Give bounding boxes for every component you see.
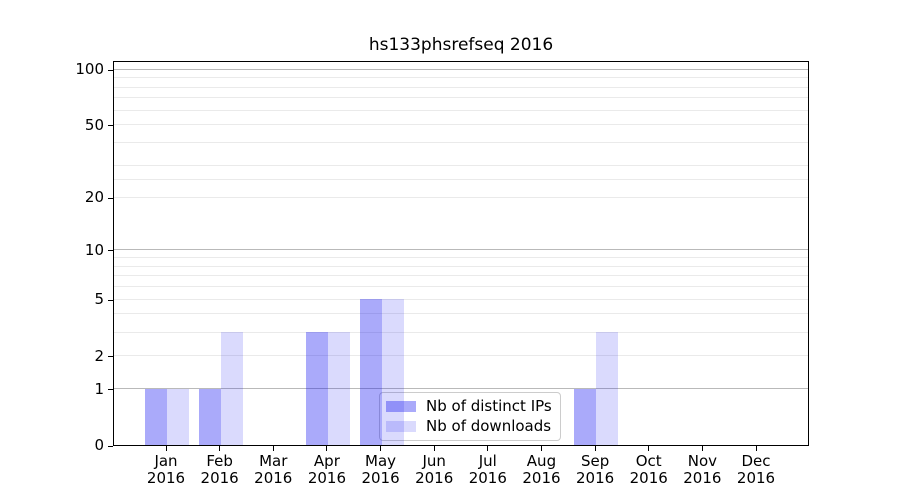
x-axis-tick-feb — [219, 446, 221, 451]
x-axis-tick-label-oct: Oct 2016 — [629, 452, 668, 487]
x-axis-tick-jul — [487, 446, 489, 451]
y-axis-tick-2 — [108, 356, 113, 358]
bar-distinct-ips-feb — [198, 388, 221, 445]
y-axis-tick-label-1: 1 — [94, 379, 104, 398]
y-axis-tick-20 — [108, 197, 113, 199]
legend-item-downloads: Nb of downloads — [386, 418, 552, 435]
legend-swatch-downloads — [386, 421, 416, 432]
y-axis-tick-label-100: 100 — [75, 60, 104, 79]
y-axis-tick-label-50: 50 — [84, 115, 104, 134]
y-axis-tick-label-5: 5 — [94, 290, 104, 309]
legend: Nb of distinct IPs Nb of downloads — [379, 392, 561, 441]
y-axis-tick-5 — [108, 299, 113, 301]
x-axis-tick-oct — [648, 446, 650, 451]
x-axis-tick-label-dec: Dec 2016 — [736, 452, 776, 487]
y-axis-tick-label-2: 2 — [94, 346, 104, 365]
legend-item-distinct-ips: Nb of distinct IPs — [386, 398, 552, 415]
y-axis-tick-50 — [108, 125, 113, 127]
major-gridline-y1 — [114, 388, 808, 390]
y-axis-tick-label-20: 20 — [84, 188, 104, 207]
legend-label-downloads: Nb of downloads — [426, 417, 552, 435]
bar-downloads-feb — [220, 332, 243, 445]
bar-downloads-jan — [167, 388, 189, 445]
minor-gridline-y25 — [114, 179, 808, 181]
x-axis-tick-label-jul: Jul 2016 — [468, 452, 507, 487]
minor-gridline-y5 — [114, 298, 808, 300]
bar-downloads-may — [381, 299, 404, 445]
y-axis-tick-0 — [108, 445, 113, 447]
minor-gridline-y90 — [114, 77, 808, 79]
x-axis-tick-dec — [755, 446, 757, 451]
x-axis-tick-label-nov: Nov 2016 — [683, 452, 722, 487]
bar-distinct-ips-apr — [305, 332, 328, 445]
bar-downloads-apr — [327, 332, 350, 445]
major-gridline-y100 — [114, 68, 808, 70]
bar-distinct-ips-jan — [145, 388, 167, 445]
major-gridline-y10 — [114, 249, 808, 251]
plot-area: Nb of distinct IPs Nb of downloads — [113, 61, 809, 446]
bar-downloads-sep — [596, 332, 619, 445]
minor-gridline-y3 — [114, 331, 808, 333]
minor-gridline-y6 — [114, 286, 808, 288]
x-axis-tick-label-aug: Aug 2016 — [522, 452, 561, 487]
legend-swatch-distinct-ips — [386, 401, 416, 412]
minor-gridline-y40 — [114, 142, 808, 144]
x-axis-tick-may — [380, 446, 382, 451]
chart-title: hs133phsrefseq 2016 — [368, 35, 554, 55]
x-axis-tick-label-feb: Feb 2016 — [200, 452, 239, 487]
x-axis-tick-label-jan: Jan 2016 — [146, 452, 186, 487]
y-axis-tick-1 — [108, 389, 113, 391]
minor-gridline-y50 — [114, 124, 808, 126]
x-axis-tick-label-sep: Sep 2016 — [575, 452, 615, 487]
legend-label-distinct-ips: Nb of distinct IPs — [426, 397, 552, 415]
x-axis-tick-jan — [165, 446, 167, 451]
minor-gridline-y9 — [114, 256, 808, 258]
y-axis-tick-100 — [108, 69, 113, 71]
x-axis-tick-label-jun: Jun 2016 — [415, 452, 454, 487]
x-axis-tick-sep — [594, 446, 596, 451]
minor-gridline-y60 — [114, 109, 808, 111]
x-axis-tick-aug — [540, 446, 542, 451]
minor-gridline-y8 — [114, 265, 808, 267]
x-axis-tick-jun — [433, 446, 435, 451]
bar-distinct-ips-may — [359, 299, 382, 445]
minor-gridline-y20 — [114, 196, 808, 198]
minor-gridline-y2 — [114, 355, 808, 357]
x-axis-tick-apr — [326, 446, 328, 451]
x-axis-tick-label-may: May 2016 — [361, 452, 400, 487]
minor-gridline-y80 — [114, 86, 808, 88]
y-axis-tick-10 — [108, 250, 113, 252]
x-axis-tick-mar — [272, 446, 274, 451]
minor-gridline-y7 — [114, 275, 808, 277]
x-axis-tick-label-apr: Apr 2016 — [307, 452, 346, 487]
minor-gridline-y4 — [114, 313, 808, 315]
minor-gridline-y30 — [114, 164, 808, 166]
minor-gridline-y70 — [114, 97, 808, 99]
y-axis-tick-label-0: 0 — [94, 436, 104, 454]
x-axis-tick-nov — [701, 446, 703, 451]
y-axis-tick-label-10: 10 — [84, 240, 104, 259]
bar-distinct-ips-sep — [574, 388, 597, 445]
x-axis-tick-label-mar: Mar 2016 — [254, 452, 293, 487]
